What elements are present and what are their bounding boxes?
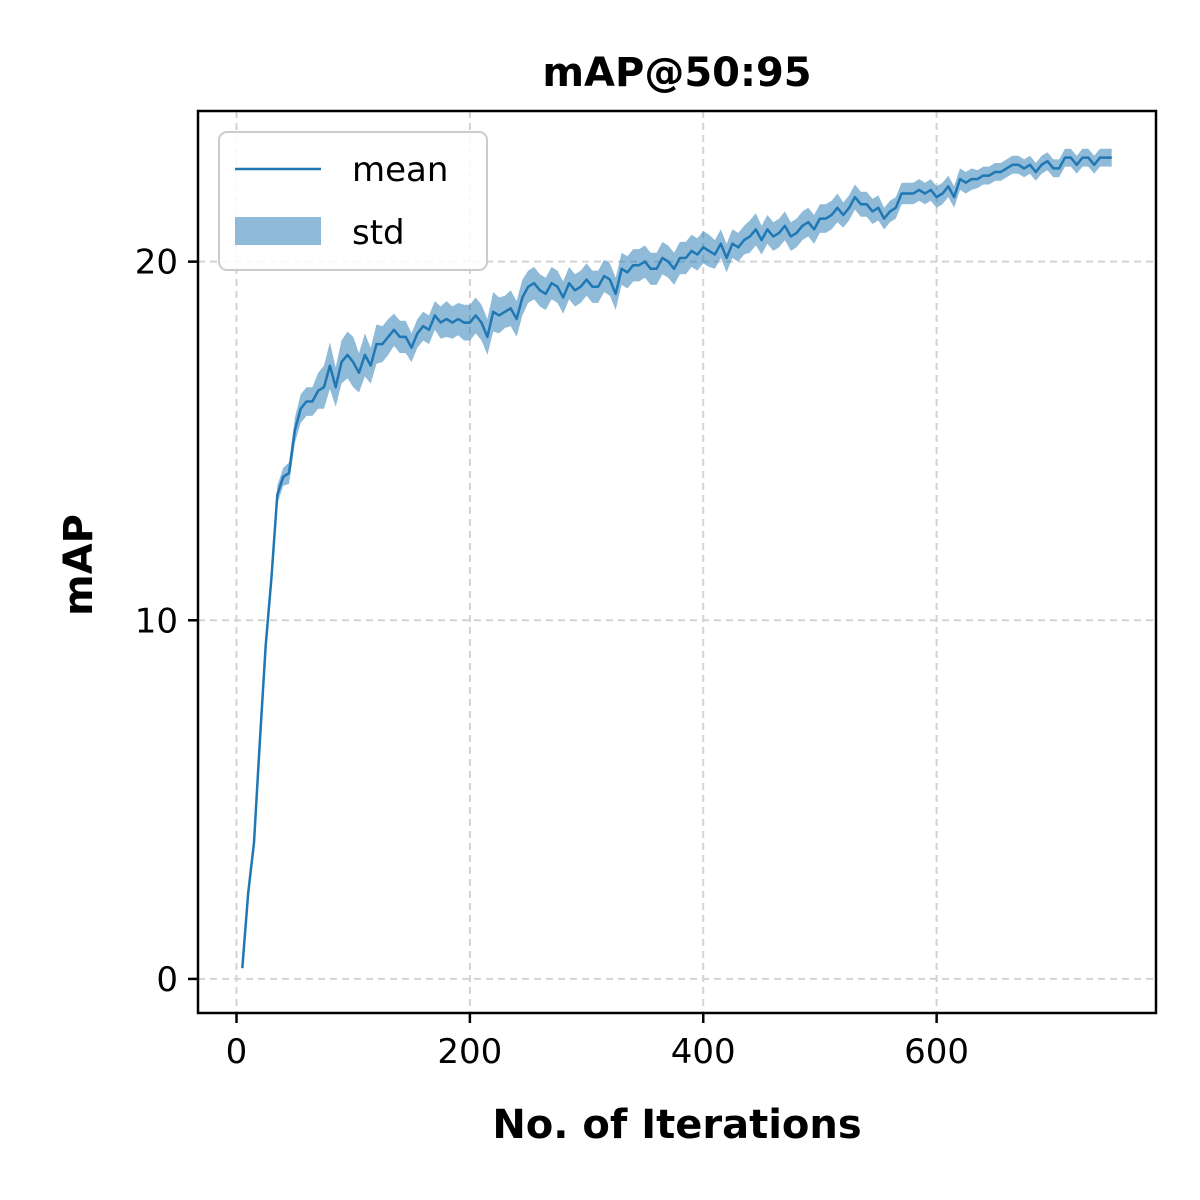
mean-line xyxy=(241,156,1112,969)
x-axis-label: No. of Iterations xyxy=(492,1102,861,1148)
y-tick-label: 10 xyxy=(135,601,178,641)
chart-title: mAP@50:95 xyxy=(542,50,811,96)
plot-frame xyxy=(196,109,1158,1015)
y-axis-label: mAP xyxy=(56,514,102,616)
x-tick-label: 200 xyxy=(437,1032,502,1072)
x-tick-label: 600 xyxy=(904,1032,969,1072)
legend-std-swatch xyxy=(235,217,321,245)
x-axis: 0 200 400 600 xyxy=(226,1013,969,1072)
plot-area xyxy=(241,148,1112,970)
legend-std-label: std xyxy=(352,213,405,253)
legend: mean std xyxy=(218,131,488,271)
x-tick-label: 400 xyxy=(671,1032,736,1072)
y-tick-label: 0 xyxy=(156,960,178,1000)
x-tick-label: 0 xyxy=(226,1032,248,1072)
y-tick-label: 20 xyxy=(135,243,178,283)
y-axis: 0 10 20 xyxy=(135,243,198,1000)
legend-mean-label: mean xyxy=(352,150,448,190)
